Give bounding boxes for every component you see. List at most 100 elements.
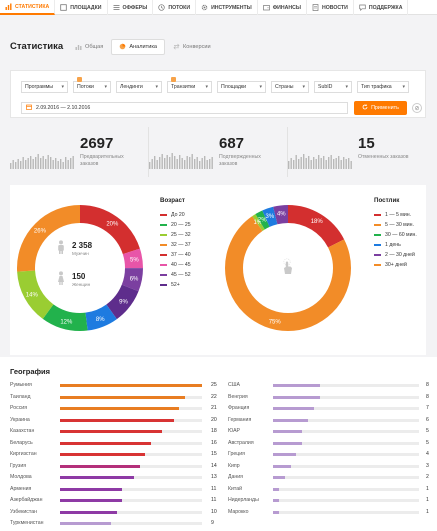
sparkline-bar xyxy=(340,160,342,169)
donut-slice[interactable] xyxy=(225,205,351,331)
donut-slice[interactable] xyxy=(17,205,143,331)
geo-bar xyxy=(60,499,123,502)
sparkline-bar xyxy=(348,158,350,169)
legend-item: 5 — 30 мин. xyxy=(374,220,417,230)
nav-item-4[interactable]: ИНСТРУМЕНТЫ xyxy=(196,0,258,15)
geo-country: США xyxy=(228,382,240,388)
nav-item-label: ПЛОЩАДКИ xyxy=(70,4,102,11)
geo-value: 20 xyxy=(211,416,217,423)
sparkline-bar xyxy=(169,157,171,169)
chevron-down-icon: ▾ xyxy=(302,84,305,90)
geo-row: ЮАР 5 xyxy=(228,426,437,437)
geo-bar xyxy=(273,395,320,399)
sparkline-bar xyxy=(166,155,168,169)
sparkline-bar xyxy=(50,157,52,169)
date-range-field[interactable]: 2.09.2016 — 2.10.2016 xyxy=(21,102,348,114)
donut-slice-label: 20% xyxy=(106,222,119,228)
sparkline-bar xyxy=(10,163,12,169)
geo-bar-track xyxy=(60,510,202,514)
legend-label: 40 — 45 xyxy=(171,262,191,268)
geo-bar-track xyxy=(60,441,202,445)
donut-slice[interactable] xyxy=(17,205,143,331)
filter-select-6[interactable]: SubID ▾ xyxy=(314,81,352,93)
reset-filters-button[interactable]: ⊘ xyxy=(412,103,422,113)
nav-item-6[interactable]: НОВОСТИ xyxy=(307,0,354,15)
donut-slice-label: 18% xyxy=(311,219,324,225)
geo-bar-track xyxy=(273,384,419,387)
stat-block: 687 Подтвержденных заказов xyxy=(149,127,288,177)
filter-select-3[interactable]: Транзитки ▾ xyxy=(167,77,212,93)
chevron-down-icon: ▾ xyxy=(61,84,64,90)
geo-value: 10 xyxy=(211,508,217,515)
geo-country: Казахстан xyxy=(10,428,35,434)
age-legend-title: Возраст xyxy=(160,197,185,204)
geo-bar xyxy=(60,453,146,456)
stat-block: 2697 Предварительных заказов xyxy=(10,127,149,177)
wallet-icon xyxy=(262,4,270,11)
sparkline-bar xyxy=(70,158,72,169)
donut-slice[interactable] xyxy=(225,205,351,331)
filter-select-2[interactable]: Лендинги ▾ xyxy=(116,81,162,93)
legend-item: 45 — 52 xyxy=(160,270,191,280)
geo-row: Молдова 13 xyxy=(10,472,222,483)
geo-bar xyxy=(273,430,303,433)
nav-item-3[interactable]: ПОТОКИ xyxy=(153,0,197,15)
nav-item-2[interactable]: ОФФЕРЫ xyxy=(108,0,154,15)
nav-item-5[interactable]: ФИНАНСЫ xyxy=(258,0,307,15)
chevron-down-icon: ▾ xyxy=(155,84,158,90)
geo-value: 21 xyxy=(211,405,217,411)
sparkline-bar xyxy=(42,156,44,169)
geo-bar-track xyxy=(273,487,419,491)
sparkline-bar xyxy=(323,156,325,169)
age-center: 2 358 Мужчин 150 Женщин xyxy=(55,240,115,300)
geo-value: 16 xyxy=(211,439,217,446)
donut-slice[interactable] xyxy=(17,205,143,331)
sparkline-bar xyxy=(318,155,320,169)
legend-label: 20 — 25 xyxy=(171,222,191,228)
nav-item-0[interactable]: СТАТИСТИКА xyxy=(0,0,56,15)
apply-button[interactable]: Применить xyxy=(354,101,407,115)
geo-row: Украина 20 xyxy=(10,415,222,426)
geo-bar xyxy=(273,476,285,479)
filter-select-label: Транзитки xyxy=(171,84,196,90)
tab-label: Конверсии xyxy=(183,44,211,50)
geo-value: 6 xyxy=(426,416,429,423)
legend-swatch xyxy=(374,254,381,256)
geo-value: 25 xyxy=(211,382,217,388)
geo-bar-track xyxy=(60,522,202,525)
geo-value: 13 xyxy=(211,474,217,480)
sparkline-bar xyxy=(22,157,24,169)
postclick-legend-title: Постлик xyxy=(374,197,400,204)
tab-0[interactable]: Общая xyxy=(67,39,111,55)
legend-swatch xyxy=(160,244,167,246)
tab-2[interactable]: Конверсии xyxy=(165,39,219,55)
geo-country: Румыния xyxy=(10,382,32,388)
geo-bar-track xyxy=(273,453,419,456)
sparkline-bar xyxy=(35,157,37,169)
geo-value: 7 xyxy=(426,405,429,411)
filter-select-7[interactable]: Тип трафика ▾ xyxy=(357,81,409,93)
nav-item-1[interactable]: ПЛОЩАДКИ xyxy=(55,0,108,15)
nav-item-7[interactable]: ПОДДЕРЖКА xyxy=(354,0,409,15)
filter-badge xyxy=(171,77,176,82)
filter-select-0[interactable]: Программы ▾ xyxy=(21,81,68,93)
filter-select-1[interactable]: Потоки ▾ xyxy=(73,77,111,93)
geo-bar-track xyxy=(60,407,202,410)
legend-label: 25 — 32 xyxy=(171,232,191,238)
nav-item-label: ПОДДЕРЖКА xyxy=(368,4,403,11)
geo-country: Азербайджан xyxy=(10,497,43,503)
geo-country: Марокко xyxy=(228,508,249,515)
stat-label: Предварительных заказов xyxy=(80,154,124,168)
filter-select-4[interactable]: Площадки ▾ xyxy=(217,81,266,93)
sparkline-bar xyxy=(164,158,166,169)
geo-bar-track xyxy=(273,441,419,445)
sparkline-bar xyxy=(25,160,27,169)
filter-select-5[interactable]: Страны ▾ xyxy=(271,81,309,93)
sparkline-bar xyxy=(330,155,332,169)
sparkline-bar xyxy=(315,159,317,169)
geo-country: Таиланд xyxy=(10,393,31,400)
date-range-value: 2.09.2016 — 2.10.2016 xyxy=(36,105,91,111)
donut-slice-label: 1% xyxy=(254,220,263,226)
sparkline-bar xyxy=(161,154,163,169)
tab-1[interactable]: Аналитика xyxy=(111,39,166,55)
